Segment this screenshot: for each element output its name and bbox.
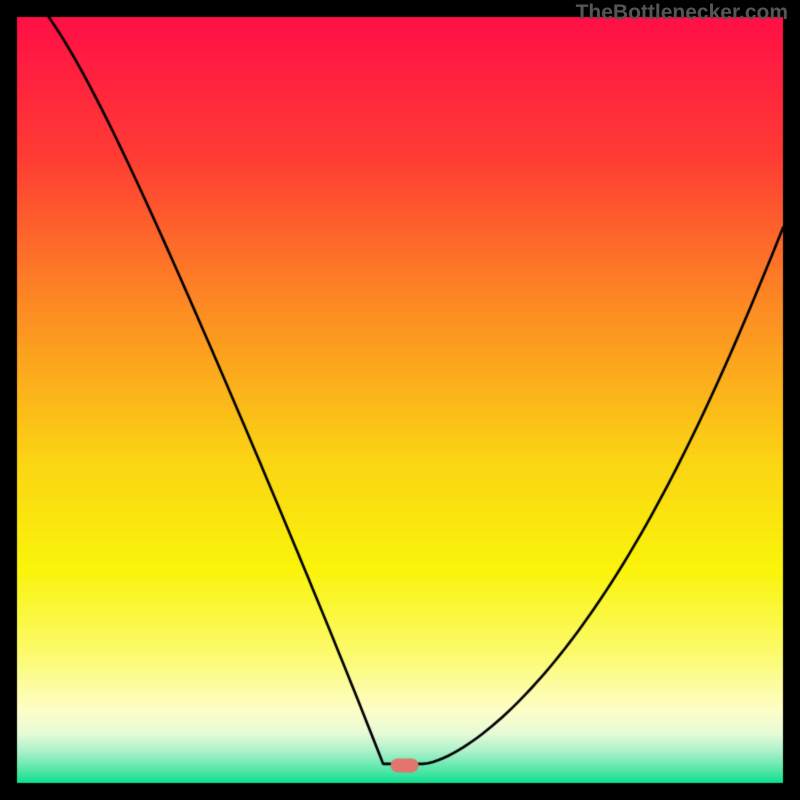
chart-stage: TheBottlenecker.com: [0, 0, 800, 800]
watermark-text: TheBottlenecker.com: [576, 1, 788, 25]
bottleneck-v-curve-chart: [0, 0, 800, 800]
